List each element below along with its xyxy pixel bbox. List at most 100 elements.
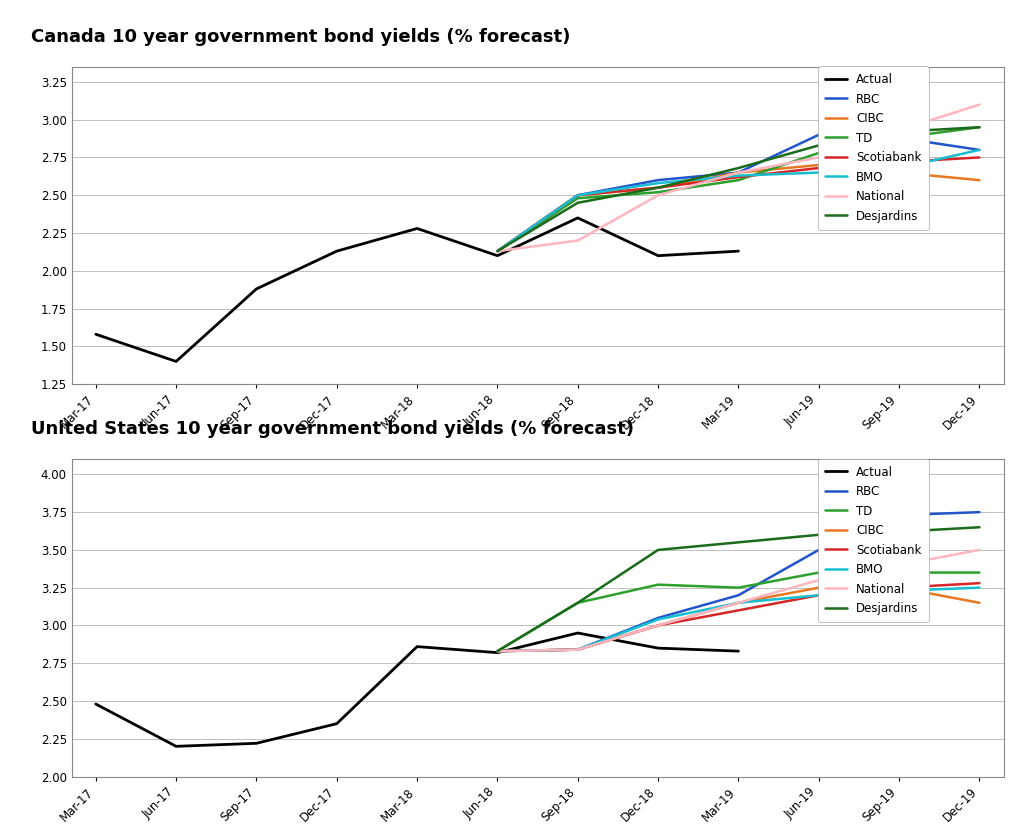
Desjardins <box>973 122 985 132</box>
National <box>652 620 665 630</box>
BMO <box>652 178 665 188</box>
Line: BMO: BMO <box>498 588 979 651</box>
Actual <box>732 246 744 256</box>
Actual <box>250 284 262 294</box>
Desjardins <box>893 127 905 137</box>
RBC <box>571 645 584 655</box>
CIBC <box>893 583 905 593</box>
BMO <box>571 645 584 655</box>
Legend: Actual, RBC, TD, CIBC, Scotiabank, BMO, National, Desjardins: Actual, RBC, TD, CIBC, Scotiabank, BMO, … <box>818 458 929 622</box>
BMO <box>652 615 665 625</box>
Scotiabank <box>652 183 665 193</box>
Actual <box>170 741 182 752</box>
TD <box>571 598 584 608</box>
Actual <box>411 641 423 651</box>
RBC <box>893 510 905 520</box>
Line: TD: TD <box>498 127 979 251</box>
Desjardins <box>732 538 744 548</box>
TD <box>492 246 504 256</box>
National <box>813 575 825 585</box>
RBC <box>652 175 665 185</box>
National <box>973 545 985 555</box>
TD <box>732 583 744 593</box>
Scotiabank <box>973 578 985 588</box>
Desjardins <box>732 163 744 173</box>
National <box>732 168 744 178</box>
BMO <box>732 170 744 180</box>
Desjardins <box>893 527 905 537</box>
Line: Actual: Actual <box>96 218 738 362</box>
CIBC <box>732 598 744 608</box>
TD <box>652 187 665 197</box>
Scotiabank <box>813 590 825 600</box>
Actual <box>331 719 343 729</box>
Line: RBC: RBC <box>498 512 979 651</box>
Scotiabank <box>893 583 905 593</box>
Text: United States 10 year government bond yields (% forecast): United States 10 year government bond yi… <box>31 420 634 438</box>
CIBC <box>973 175 985 185</box>
Scotiabank <box>492 246 504 256</box>
BMO <box>492 646 504 656</box>
Scotiabank <box>893 157 905 167</box>
Line: CIBC: CIBC <box>498 165 979 251</box>
RBC <box>973 145 985 155</box>
Desjardins <box>492 646 504 656</box>
RBC <box>492 246 504 256</box>
Scotiabank <box>973 153 985 163</box>
Line: Scotiabank: Scotiabank <box>498 583 979 651</box>
National <box>571 645 584 655</box>
BMO <box>813 590 825 600</box>
TD <box>652 579 665 590</box>
RBC <box>732 590 744 600</box>
RBC <box>813 545 825 555</box>
Actual <box>571 628 584 638</box>
CIBC <box>492 646 504 656</box>
CIBC <box>652 620 665 630</box>
Desjardins <box>813 529 825 539</box>
Actual <box>492 648 504 658</box>
Scotiabank <box>652 620 665 630</box>
Actual <box>492 250 504 261</box>
Line: RBC: RBC <box>498 134 979 251</box>
Scotiabank <box>732 605 744 615</box>
Line: National: National <box>498 550 979 651</box>
Actual <box>411 224 423 234</box>
CIBC <box>732 168 744 178</box>
CIBC <box>492 246 504 256</box>
Line: Actual: Actual <box>96 633 738 746</box>
TD <box>571 193 584 203</box>
TD <box>492 646 504 656</box>
CIBC <box>571 645 584 655</box>
CIBC <box>813 160 825 170</box>
Desjardins <box>652 545 665 555</box>
RBC <box>652 613 665 623</box>
National <box>732 598 744 608</box>
Desjardins <box>492 246 504 256</box>
Scotiabank <box>571 645 584 655</box>
BMO <box>732 598 744 608</box>
Actual <box>652 643 665 653</box>
Scotiabank <box>571 190 584 200</box>
Actual <box>90 329 102 339</box>
CIBC <box>571 190 584 200</box>
Scotiabank <box>813 163 825 173</box>
National <box>973 99 985 109</box>
National <box>893 560 905 570</box>
TD <box>893 568 905 578</box>
RBC <box>732 168 744 178</box>
BMO <box>571 190 584 200</box>
RBC <box>571 190 584 200</box>
Actual <box>331 246 343 256</box>
BMO <box>973 583 985 593</box>
BMO <box>893 163 905 173</box>
TD <box>973 568 985 578</box>
BMO <box>973 145 985 155</box>
Desjardins <box>973 522 985 532</box>
Line: Desjardins: Desjardins <box>498 127 979 251</box>
Legend: Actual, RBC, CIBC, TD, Scotiabank, BMO, National, Desjardins: Actual, RBC, CIBC, TD, Scotiabank, BMO, … <box>818 66 929 230</box>
Actual <box>250 738 262 748</box>
Desjardins <box>813 140 825 150</box>
Line: Desjardins: Desjardins <box>498 527 979 651</box>
TD <box>893 133 905 143</box>
Scotiabank <box>732 172 744 182</box>
